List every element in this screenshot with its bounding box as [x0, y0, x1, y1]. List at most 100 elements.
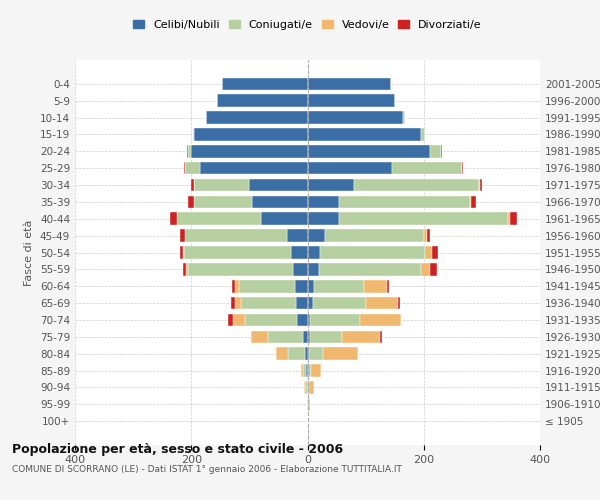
- Bar: [183, 263, 186, 276]
- Bar: [308, 162, 392, 174]
- Bar: [308, 78, 391, 90]
- Bar: [261, 212, 308, 225]
- Bar: [206, 111, 308, 124]
- Bar: [188, 145, 191, 158]
- Bar: [424, 230, 427, 242]
- Bar: [301, 364, 304, 377]
- Bar: [387, 280, 389, 292]
- Bar: [511, 212, 517, 225]
- Bar: [193, 128, 194, 141]
- Text: Popolazione per età, sesso e stato civile - 2006: Popolazione per età, sesso e stato civil…: [12, 442, 343, 456]
- Bar: [325, 230, 424, 242]
- Bar: [308, 145, 430, 158]
- Bar: [251, 330, 268, 343]
- Bar: [180, 230, 185, 242]
- Bar: [180, 246, 182, 259]
- Bar: [185, 230, 287, 242]
- Bar: [222, 78, 308, 90]
- Bar: [427, 230, 430, 242]
- Bar: [311, 364, 322, 377]
- Bar: [430, 263, 437, 276]
- Bar: [305, 348, 308, 360]
- Bar: [461, 162, 463, 174]
- Bar: [288, 348, 305, 360]
- Y-axis label: Fasce di età: Fasce di età: [25, 220, 34, 286]
- Bar: [308, 280, 314, 292]
- Bar: [250, 178, 308, 192]
- Bar: [293, 263, 308, 276]
- Bar: [441, 145, 442, 158]
- Bar: [308, 398, 310, 410]
- Bar: [308, 330, 310, 343]
- Bar: [310, 314, 360, 326]
- Bar: [276, 348, 288, 360]
- Bar: [232, 280, 235, 292]
- Bar: [241, 297, 296, 310]
- Bar: [380, 330, 382, 343]
- Bar: [308, 230, 325, 242]
- Bar: [421, 128, 425, 141]
- Bar: [508, 212, 511, 225]
- Bar: [308, 111, 403, 124]
- Bar: [308, 178, 354, 192]
- Bar: [200, 162, 308, 174]
- Bar: [392, 162, 461, 174]
- Bar: [308, 128, 421, 141]
- Bar: [319, 263, 421, 276]
- Bar: [425, 246, 432, 259]
- Bar: [308, 381, 309, 394]
- Bar: [217, 94, 308, 107]
- Bar: [354, 178, 479, 192]
- Bar: [421, 263, 430, 276]
- Bar: [296, 297, 308, 310]
- Bar: [191, 145, 308, 158]
- Bar: [187, 145, 188, 158]
- Bar: [304, 381, 305, 394]
- Bar: [186, 263, 188, 276]
- Bar: [184, 246, 291, 259]
- Bar: [232, 297, 235, 310]
- Bar: [403, 111, 404, 124]
- Bar: [310, 330, 342, 343]
- Legend: Celibi/Nubili, Coniugati/e, Vedovi/e, Divorziati/e: Celibi/Nubili, Coniugati/e, Vedovi/e, Di…: [128, 16, 487, 34]
- Bar: [235, 297, 241, 310]
- Bar: [239, 280, 295, 292]
- Bar: [398, 297, 400, 310]
- Bar: [323, 348, 358, 360]
- Bar: [184, 162, 185, 174]
- Bar: [308, 314, 310, 326]
- Bar: [308, 212, 340, 225]
- Bar: [309, 381, 314, 394]
- Bar: [188, 263, 293, 276]
- Bar: [182, 246, 184, 259]
- Bar: [194, 128, 308, 141]
- Bar: [340, 196, 470, 208]
- Bar: [291, 246, 308, 259]
- Bar: [308, 364, 311, 377]
- Bar: [342, 330, 380, 343]
- Bar: [235, 280, 239, 292]
- Bar: [177, 212, 261, 225]
- Bar: [308, 246, 320, 259]
- Bar: [252, 196, 308, 208]
- Bar: [430, 145, 441, 158]
- Bar: [470, 196, 472, 208]
- Bar: [320, 246, 425, 259]
- Bar: [245, 314, 297, 326]
- Bar: [308, 297, 313, 310]
- Bar: [479, 178, 482, 192]
- Bar: [229, 314, 233, 326]
- Bar: [365, 297, 398, 310]
- Bar: [170, 212, 177, 225]
- Bar: [233, 314, 245, 326]
- Bar: [360, 314, 401, 326]
- Bar: [268, 330, 303, 343]
- Bar: [340, 212, 508, 225]
- Bar: [472, 196, 476, 208]
- Bar: [194, 178, 250, 192]
- Bar: [305, 381, 307, 394]
- Bar: [364, 280, 387, 292]
- Bar: [191, 178, 194, 192]
- Bar: [308, 196, 340, 208]
- Bar: [313, 297, 365, 310]
